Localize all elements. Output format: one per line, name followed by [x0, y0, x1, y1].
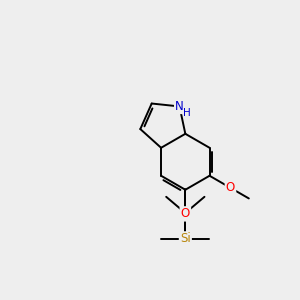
Text: N: N — [175, 100, 184, 113]
Text: Si: Si — [180, 232, 191, 245]
Text: O: O — [181, 207, 190, 220]
Text: H: H — [183, 108, 191, 118]
Text: O: O — [226, 181, 235, 194]
